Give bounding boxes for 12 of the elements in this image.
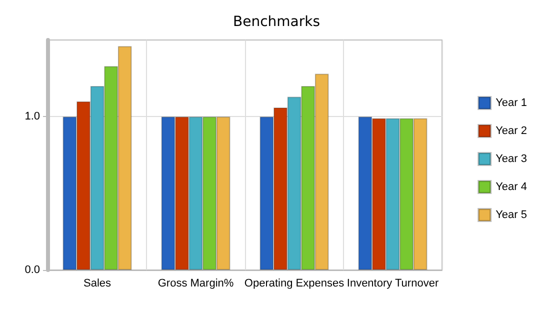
x-tick-label: Inventory Turnover [346, 278, 439, 290]
legend-label: Year 4 [496, 181, 528, 193]
x-tick-label: Gross Margin% [158, 278, 234, 290]
x-tick-label: Operating Expenses [244, 278, 345, 290]
x-tick-label: Sales [83, 278, 112, 290]
legend-label: Year 1 [496, 97, 528, 109]
y-tick-label: 0.0 [24, 264, 40, 276]
chart-title: Benchmarks [233, 14, 320, 30]
legend-label: Year 2 [496, 125, 528, 137]
y-tick-label: 1.0 [24, 110, 40, 123]
legend-label: Year 5 [496, 209, 528, 221]
legend-label: Year 3 [496, 153, 528, 165]
